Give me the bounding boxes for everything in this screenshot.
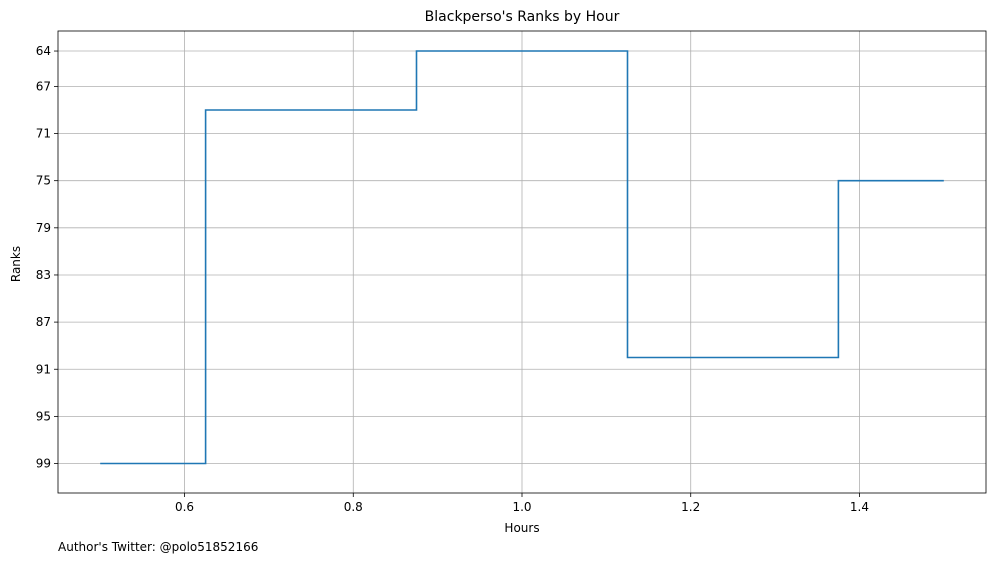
x-axis: 0.6 0.8 1.0 1.2 1.4 — [175, 493, 869, 514]
y-tick-label: 67 — [36, 79, 51, 93]
chart-title: Blackperso's Ranks by Hour — [425, 9, 620, 25]
y-tick-label: 75 — [36, 174, 51, 188]
x-tick-label: 1.4 — [850, 500, 869, 514]
rank-step-line — [100, 50, 944, 465]
y-tick-label: 87 — [36, 315, 51, 329]
author-twitter-note: Author's Twitter: @polo51852166 — [58, 540, 258, 554]
series-layer — [100, 50, 944, 465]
x-tick-label: 1.2 — [681, 500, 700, 514]
x-tick-label: 0.8 — [344, 500, 363, 514]
y-tick-label: 71 — [36, 127, 51, 141]
y-axis-label: Ranks — [9, 246, 23, 282]
y-tick-label: 79 — [36, 221, 51, 235]
y-tick-label: 83 — [36, 268, 51, 282]
x-axis-label: Hours — [504, 521, 539, 535]
x-tick-label: 1.0 — [512, 500, 531, 514]
y-tick-label: 91 — [36, 362, 51, 376]
y-tick-label: 95 — [36, 409, 51, 423]
y-tick-label: 64 — [36, 44, 51, 58]
y-axis: 64 67 71 75 79 83 87 91 95 99 — [36, 44, 58, 471]
x-tick-label: 0.6 — [175, 500, 194, 514]
y-tick-label: 99 — [36, 457, 51, 471]
